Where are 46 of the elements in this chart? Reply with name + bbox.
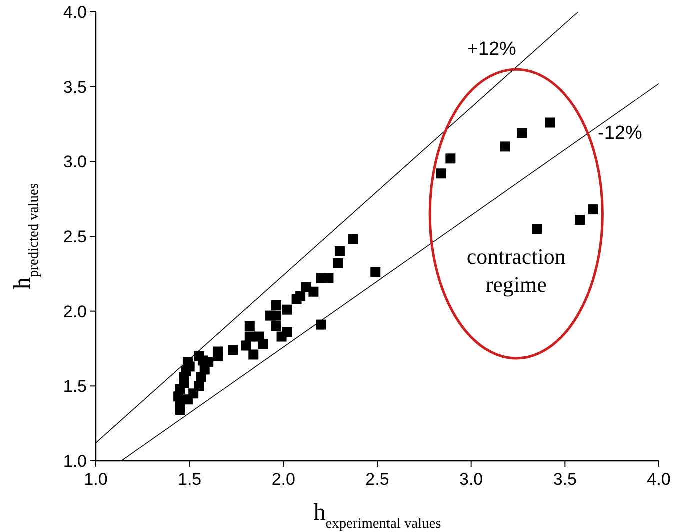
point [446,154,456,164]
point [244,321,255,332]
y-tick-label: 2.5 [63,228,87,246]
point [175,405,186,416]
point [248,350,259,360]
point [532,224,542,234]
point [212,346,223,357]
y-tick-label: 1.5 [63,377,87,396]
point [228,345,238,356]
point [517,128,528,138]
point [333,258,344,268]
y-tick-label: 2.0 [63,302,87,322]
point [271,300,282,310]
point [370,267,381,278]
point [241,340,252,351]
y-tick-label: 3.5 [63,78,87,97]
series-label: -12% [598,122,642,144]
point [182,394,193,405]
y-tick-label: 1.0 [63,452,87,471]
y-tick-label: 3.0 [63,152,87,172]
x-tick-label: 1.0 [84,470,108,489]
x-tick-label: 2.5 [366,470,390,489]
series-label: +12% [467,39,517,60]
point [276,332,287,342]
x-tick-label: 4.0 [647,470,671,489]
y-tick-label: 4.0 [63,3,87,22]
point [316,320,326,330]
point [271,310,282,321]
x-tick-label: 1.5 [178,470,202,489]
point [334,246,345,256]
annotation: contraction regime [466,244,566,298]
point [271,321,282,332]
point [500,142,510,152]
point [316,273,326,284]
point [436,168,446,179]
point [348,234,358,244]
point [575,215,586,226]
x-tick-label: 3.0 [460,470,484,489]
point [588,204,598,215]
x-axis-title: h$_{experimental values}$ [314,500,442,532]
point [545,118,556,128]
point [292,294,302,304]
x-tick-label: 3.5 [553,470,577,489]
x-tick-label: 2.0 [272,470,296,489]
point [282,304,292,315]
point [301,282,312,292]
